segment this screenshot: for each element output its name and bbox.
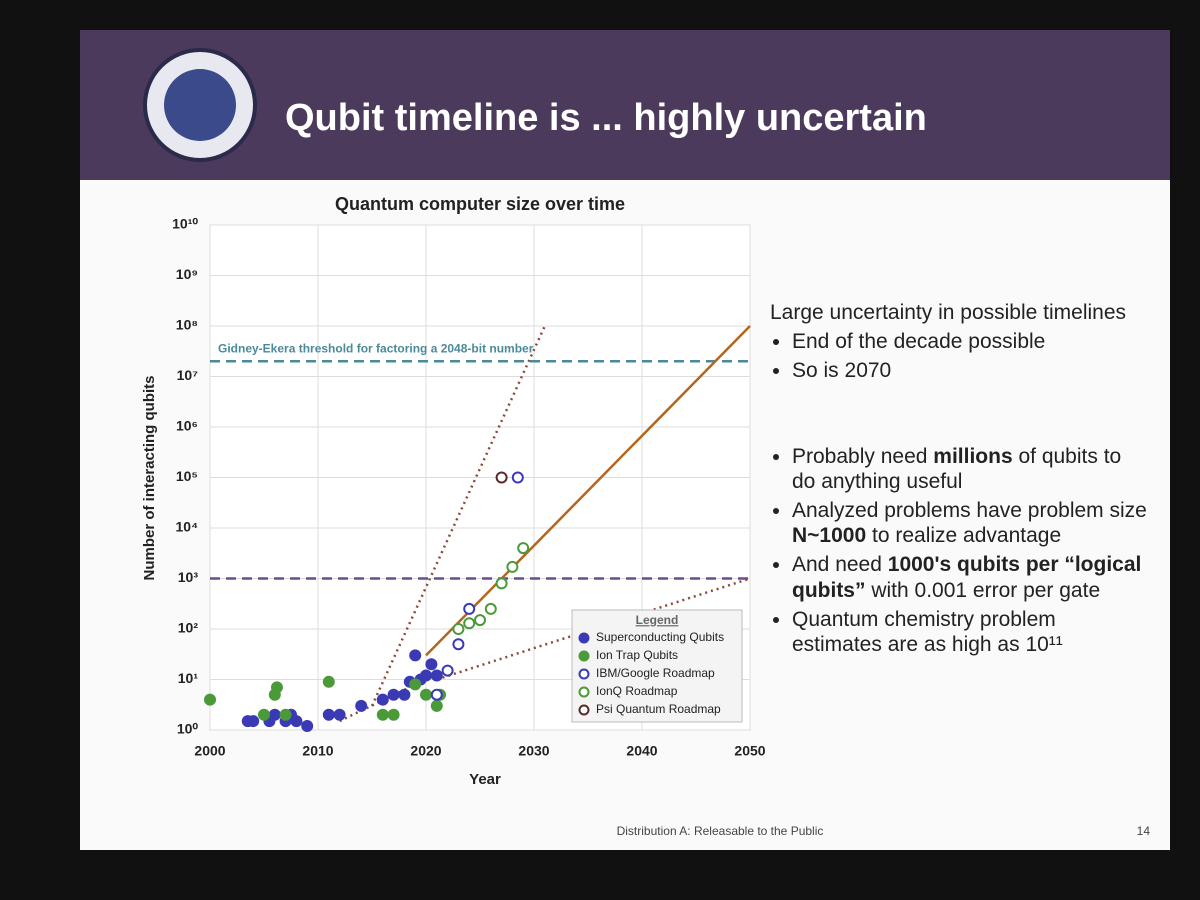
legend-label: Ion Trap Qubits bbox=[596, 648, 678, 662]
point bbox=[355, 699, 368, 712]
legend-marker bbox=[578, 704, 590, 716]
point bbox=[204, 693, 216, 706]
point bbox=[420, 669, 432, 682]
point bbox=[420, 688, 432, 701]
y-tick-label: 10⁶ bbox=[176, 418, 198, 434]
legend-marker bbox=[578, 632, 590, 644]
point bbox=[463, 602, 476, 615]
bullet-text: N~1000 bbox=[792, 524, 867, 548]
bullet-text: Probably need bbox=[792, 444, 934, 468]
y-tick-label: 10² bbox=[178, 620, 199, 636]
point bbox=[409, 678, 422, 691]
point bbox=[322, 708, 335, 721]
sub-bullet: So is 2070 bbox=[792, 358, 1150, 383]
page-number: 14 bbox=[1137, 824, 1151, 838]
bullet-text: 1000's qubits per “logical qubits” bbox=[792, 553, 1142, 602]
y-axis-label: Number of interacting qubits bbox=[141, 375, 158, 580]
legend-marker bbox=[578, 650, 590, 662]
point bbox=[333, 708, 346, 721]
bullet: And need 1000's qubits per “logical qubi… bbox=[792, 552, 1150, 602]
y-tick-label: 10⁰ bbox=[177, 721, 199, 737]
y-tick-label: 10⁹ bbox=[176, 266, 198, 282]
point bbox=[495, 577, 508, 590]
point bbox=[387, 708, 400, 721]
legend-label: Psi Quantum Roadmap bbox=[596, 702, 721, 716]
x-tick-label: 2050 bbox=[734, 743, 765, 759]
heading: Large uncertainty in possible timelines bbox=[770, 301, 1127, 324]
point bbox=[301, 720, 314, 733]
point bbox=[279, 708, 292, 721]
point bbox=[268, 708, 281, 721]
point bbox=[474, 614, 486, 627]
text-panel: Large uncertainty in possible timelines … bbox=[770, 300, 1150, 661]
point bbox=[258, 708, 270, 721]
legend-label: IonQ Roadmap bbox=[596, 684, 678, 698]
y-tick-label: 10¹⁰ bbox=[172, 216, 198, 232]
point bbox=[441, 664, 454, 677]
footer: Distribution A: Releasable to the Public bbox=[617, 824, 824, 838]
bullet-text: And need bbox=[792, 553, 888, 577]
sub-bullet: End of the decade possible bbox=[792, 329, 1150, 354]
point bbox=[452, 638, 465, 651]
point bbox=[247, 715, 260, 728]
point bbox=[511, 471, 524, 484]
x-tick-label: 2020 bbox=[410, 743, 441, 759]
x-tick-label: 2000 bbox=[194, 743, 225, 759]
bullet: Quantum chemistry problem estimates are … bbox=[792, 607, 1150, 657]
y-tick-label: 10⁴ bbox=[176, 519, 199, 535]
bullet-text: Analyzed problems have problem size bbox=[792, 498, 1147, 522]
x-tick-label: 2030 bbox=[518, 743, 549, 759]
trend-line bbox=[436, 577, 751, 681]
point bbox=[322, 675, 335, 688]
point bbox=[398, 688, 411, 701]
bullet-text: with 0.001 error per gate bbox=[865, 578, 1101, 602]
x-axis-label: Year bbox=[469, 771, 501, 788]
bullet-text: Quantum chemistry problem estimates are … bbox=[792, 607, 1063, 656]
bullets: Probably need millions of qubits to do a… bbox=[770, 444, 1150, 658]
y-tick-label: 10⁵ bbox=[176, 468, 198, 484]
point bbox=[430, 688, 443, 701]
point bbox=[409, 649, 422, 662]
point bbox=[430, 699, 443, 712]
point bbox=[425, 658, 438, 671]
point bbox=[495, 471, 508, 484]
point bbox=[376, 693, 389, 706]
legend-label: IBM/Google Roadmap bbox=[596, 666, 715, 680]
trend-line bbox=[425, 325, 751, 657]
point bbox=[463, 617, 476, 630]
slide-header bbox=[80, 30, 1170, 180]
point bbox=[452, 623, 465, 635]
point bbox=[517, 542, 530, 555]
legend-marker bbox=[578, 686, 590, 698]
sub-bullets: End of the decade possible So is 2070 bbox=[770, 329, 1150, 383]
slide-title: Qubit timeline is ... highly uncertain bbox=[285, 97, 927, 139]
legend-marker bbox=[578, 668, 590, 680]
y-tick-label: 10⁷ bbox=[177, 367, 199, 383]
point bbox=[290, 715, 303, 728]
bullet-text: to realize advantage bbox=[866, 524, 1062, 548]
logo-center bbox=[164, 69, 236, 141]
x-tick-label: 2040 bbox=[626, 743, 657, 759]
y-tick-label: 10¹ bbox=[178, 670, 199, 686]
point bbox=[430, 669, 443, 682]
point bbox=[387, 688, 400, 701]
y-tick-label: 10⁸ bbox=[176, 317, 198, 333]
y-tick-label: 10³ bbox=[178, 569, 199, 585]
reference-label: Gidney-Ekera threshold for factoring a 2… bbox=[218, 341, 534, 355]
legend-label: Superconducting Qubits bbox=[596, 630, 724, 644]
legend-title: Legend bbox=[636, 613, 679, 627]
point bbox=[484, 602, 497, 615]
bullet-text: of qubits to do anything useful bbox=[792, 444, 1122, 493]
bullet-text: millions bbox=[933, 444, 1013, 468]
legend bbox=[571, 609, 743, 723]
x-tick-label: 2010 bbox=[302, 743, 333, 759]
bullet: Analyzed problems have problem size N~10… bbox=[792, 498, 1150, 548]
point bbox=[376, 708, 389, 721]
point bbox=[270, 681, 283, 694]
bullet: Probably need millions of qubits to do a… bbox=[792, 444, 1150, 494]
point bbox=[506, 560, 519, 573]
chart-title: Quantum computer size over time bbox=[335, 194, 625, 214]
